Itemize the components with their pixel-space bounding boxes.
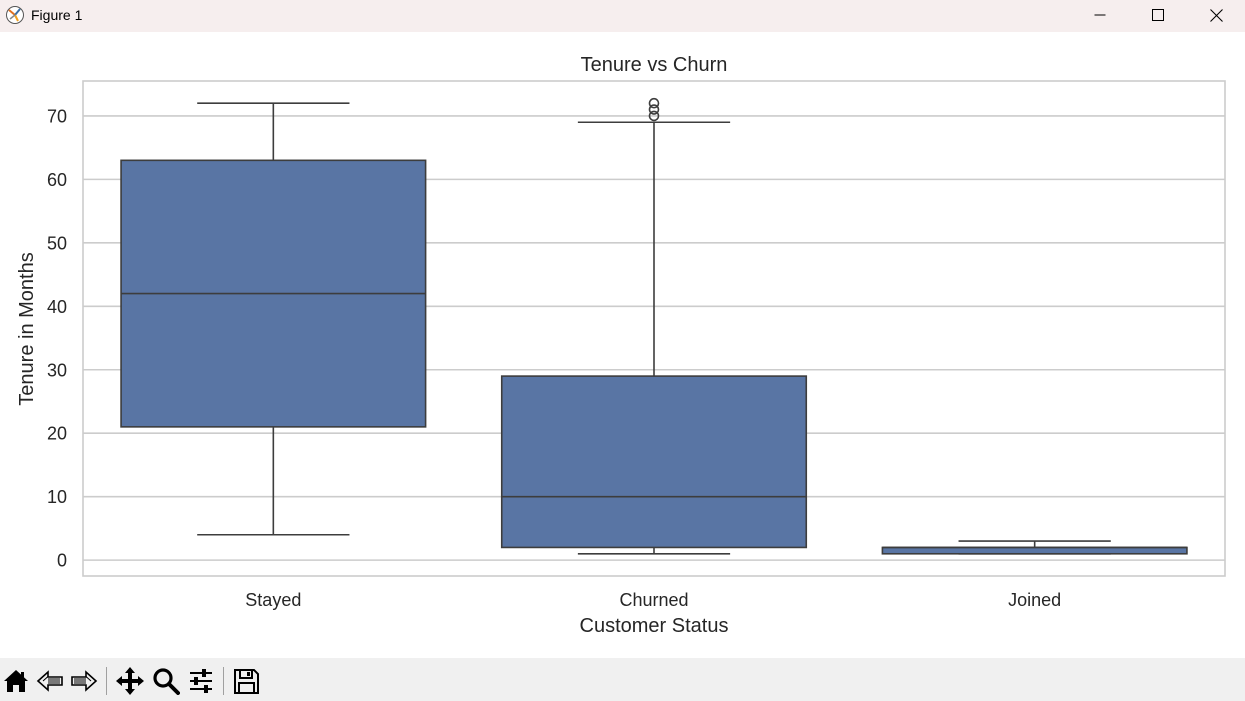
minimize-button[interactable] [1071, 0, 1129, 30]
y-tick-label: 40 [47, 297, 67, 317]
navigation-toolbar [0, 658, 1245, 701]
outlier-point [648, 110, 660, 122]
outlier-point [648, 104, 660, 115]
zoom-button[interactable] [151, 666, 181, 696]
maximize-button[interactable] [1129, 0, 1187, 30]
window-title: Figure 1 [31, 7, 83, 23]
back-button[interactable] [35, 666, 65, 696]
x-tick-label: Stayed [245, 590, 301, 610]
boxplot-chart: 0 10 20 30 40 50 60 70 Stayed Churned Joined Tenu… [16, 54, 1226, 637]
toolbar-separator [106, 667, 107, 695]
x-tick-labels: Stayed Churned Joined [245, 590, 1061, 610]
save-button[interactable] [231, 666, 261, 696]
x-axis-label: Customer Status [580, 615, 729, 637]
figure-canvas[interactable]: 0 10 20 30 40 50 60 70 Stayed Churned Joined Tenu… [0, 32, 1245, 658]
close-button[interactable] [1187, 0, 1245, 30]
y-tick-label: 10 [47, 487, 67, 507]
maximize-icon [1152, 9, 1164, 21]
move-icon [116, 667, 144, 695]
y-tick-label: 0 [57, 551, 67, 571]
save-icon [234, 669, 259, 694]
iqr-box [500, 375, 808, 549]
outlier-point [648, 97, 660, 109]
y-tick-label: 50 [47, 233, 67, 253]
toolbar-separator [223, 667, 224, 695]
close-icon [1209, 8, 1223, 22]
box-group-joined [881, 540, 1188, 555]
pan-button[interactable] [115, 666, 145, 696]
forward-button[interactable] [69, 666, 99, 696]
chart-title: Tenure vs Churn [581, 54, 728, 76]
configure-subplots-icon [190, 669, 212, 693]
title-bar[interactable]: Figure 1 [0, 0, 1245, 32]
box-group-stayed [120, 102, 427, 536]
iqr-box [881, 546, 1188, 555]
home-button[interactable] [1, 666, 31, 696]
y-tick-label: 60 [47, 170, 67, 190]
x-tick-label: Joined [1008, 590, 1061, 610]
app-icon [5, 5, 25, 25]
y-axis-label: Tenure in Months [16, 252, 38, 405]
home-icon [4, 670, 28, 692]
box-series [120, 97, 1188, 555]
box-group-churned [500, 97, 808, 555]
x-tick-label: Churned [619, 590, 688, 610]
axes-frame [82, 80, 1226, 577]
y-tick-label: 20 [47, 424, 67, 444]
minimize-icon [1094, 14, 1106, 16]
configure-subplots-button[interactable] [186, 666, 216, 696]
back-icon [36, 670, 63, 692]
y-tick-label: 30 [47, 360, 67, 380]
y-tick-labels: 0 10 20 30 40 50 60 70 [47, 106, 67, 570]
forward-icon [71, 670, 98, 692]
y-tick-label: 70 [47, 106, 67, 126]
zoom-icon [153, 668, 180, 695]
